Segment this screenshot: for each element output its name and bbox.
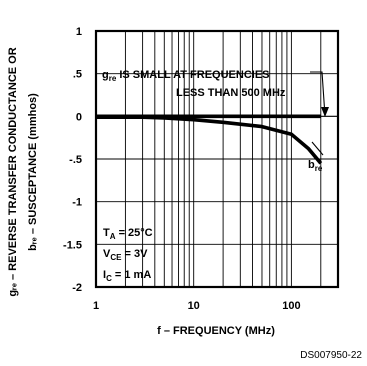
plot-frame bbox=[94, 29, 340, 289]
gre-note-line2: LESS THAN 500 MHz bbox=[176, 87, 286, 99]
y-tick-label: .5 bbox=[73, 69, 82, 81]
gre-arrowhead bbox=[321, 107, 329, 117]
series bbox=[96, 114, 323, 165]
y-tick-label: 1 bbox=[76, 26, 82, 38]
y-tick-label: -1.5 bbox=[63, 239, 82, 251]
figure-code: DS007950-22 bbox=[300, 350, 362, 361]
bre-leader bbox=[311, 141, 324, 156]
condition-ta: TA = 25°C bbox=[103, 227, 153, 241]
y-tick-label: -2 bbox=[72, 282, 82, 294]
y-tick-label: -1 bbox=[72, 197, 82, 209]
x-tick-labels: 1 10 100 bbox=[93, 300, 301, 312]
grid bbox=[95, 30, 339, 288]
y-tick-label: -.5 bbox=[69, 154, 82, 166]
y-axis-label-line2: bᵣₑ – SUSCEPTANCE (mmhos) bbox=[27, 93, 39, 251]
x-tick-label: 100 bbox=[282, 300, 300, 312]
condition-vce: VCE = 3V bbox=[103, 248, 148, 262]
condition-ic: IC = 1 mA bbox=[103, 269, 151, 283]
x-tick-label: 1 bbox=[93, 300, 99, 312]
gre-arrow bbox=[310, 71, 326, 117]
x-axis-label: f – FREQUENCY (MHz) bbox=[157, 325, 275, 337]
x-tick-label: 10 bbox=[188, 300, 200, 312]
y-tick-label: 0 bbox=[76, 111, 82, 123]
bre-label: bre bbox=[308, 159, 323, 173]
y-tick-labels: 1 .5 0 -.5 -1 -1.5 -2 bbox=[63, 26, 82, 294]
y-axis-label-line1: gᵣₑ – REVERSE TRANSFER CONDUCTANCE OR bbox=[7, 47, 19, 296]
series-line-b-re bbox=[96, 115, 323, 165]
gre-note-line1: gre IS SMALL AT FREQUENCIES bbox=[102, 69, 270, 83]
